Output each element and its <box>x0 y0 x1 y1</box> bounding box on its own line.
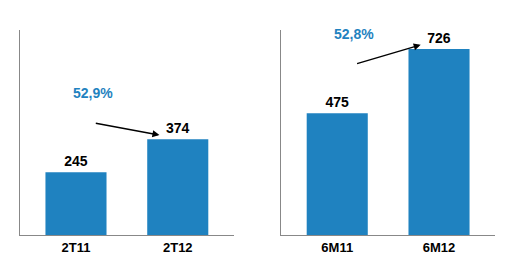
svg-text:2T12: 2T12 <box>163 240 193 255</box>
svg-text:374: 374 <box>166 120 190 136</box>
svg-text:726: 726 <box>427 30 451 46</box>
svg-text:52,9%: 52,9% <box>73 85 113 101</box>
svg-text:6M12: 6M12 <box>423 240 456 255</box>
svg-text:245: 245 <box>64 153 88 169</box>
svg-text:2T11: 2T11 <box>62 240 91 255</box>
svg-text:6M11: 6M11 <box>321 240 353 255</box>
svg-text:52,8%: 52,8% <box>334 26 374 42</box>
svg-text:475: 475 <box>325 94 349 110</box>
